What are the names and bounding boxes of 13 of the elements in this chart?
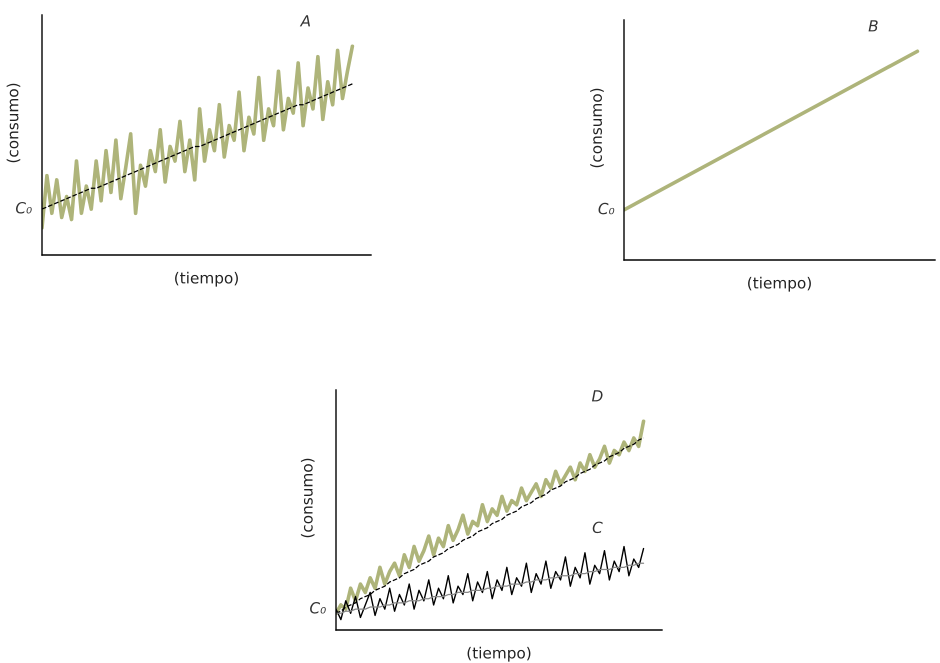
x-axis-title: (tiempo) xyxy=(468,646,530,662)
text: D xyxy=(592,390,603,402)
text: B xyxy=(868,20,878,32)
y-axis-title: (consumo) xyxy=(300,458,315,538)
y-axis-title: (consumo) xyxy=(6,84,20,162)
x-axis-title: (tiempo) xyxy=(175,272,238,287)
text: C₀ xyxy=(310,602,326,614)
annotation: C₀ xyxy=(598,202,614,214)
x-axis-title: (tiempo) xyxy=(748,276,811,292)
series-label: C xyxy=(592,522,603,534)
text: A xyxy=(300,15,310,26)
y-axis-title: (consumo) xyxy=(590,88,604,168)
text: C₀ xyxy=(16,202,32,214)
